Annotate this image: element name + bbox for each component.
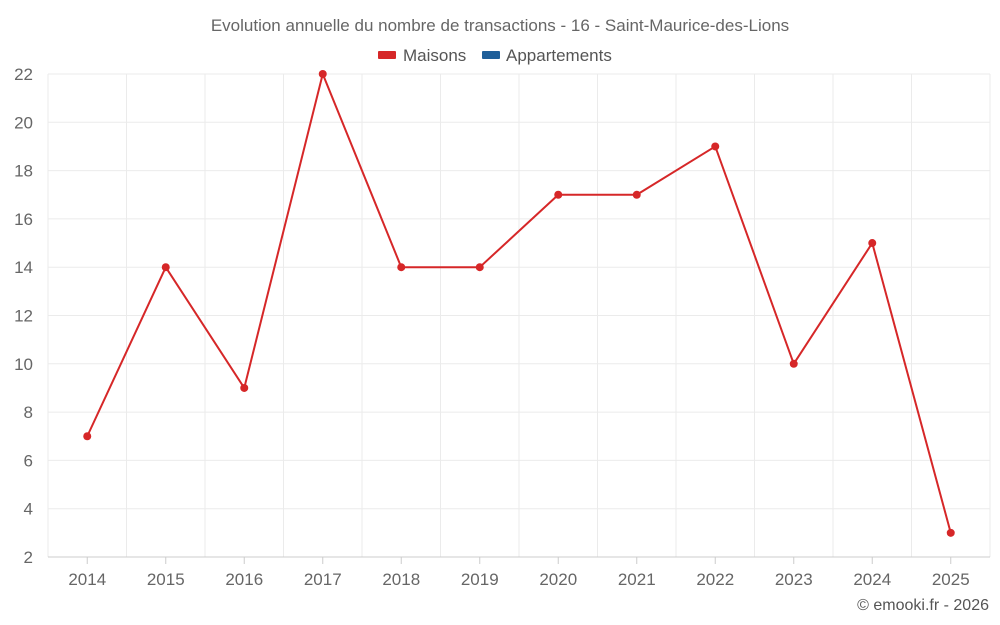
data-point-maisons[interactable] [946,528,955,537]
grid [47,73,991,558]
x-tick-label: 2019 [461,570,499,589]
x-tick-label: 2025 [932,570,970,589]
data-point-maisons[interactable] [397,263,406,272]
x-tick-label: 2024 [853,570,891,589]
legend-swatch-maisons [378,51,396,59]
x-tick-label: 2018 [382,570,420,589]
legend-swatch-appartements [482,51,500,59]
credit-text: © emooki.fr - 2026 [857,597,989,614]
legend-item-maisons[interactable]: Maisons [378,46,466,65]
y-tick-label: 6 [24,451,33,470]
x-tick-label: 2023 [775,570,813,589]
x-tick-label: 2015 [147,570,185,589]
legend: Maisons Appartements [378,46,612,65]
data-point-maisons[interactable] [868,239,877,248]
y-tick-label: 2 [24,548,33,567]
x-tick-label: 2020 [539,570,577,589]
series-maisons [83,70,955,537]
y-tick-label: 10 [14,355,33,374]
data-point-maisons[interactable] [711,142,720,151]
y-tick-label: 22 [14,65,33,84]
legend-item-appartements[interactable]: Appartements [482,46,612,65]
x-tick-label: 2022 [696,570,734,589]
data-point-maisons[interactable] [318,70,327,78]
y-tick-label: 14 [14,258,33,277]
x-tick-label: 2021 [618,570,656,589]
x-tick-label: 2017 [304,570,342,589]
y-tick-label: 4 [24,500,33,519]
chart-title: Evolution annuelle du nombre de transact… [211,16,789,35]
y-tick-label: 18 [14,162,33,181]
x-axis-ticks: 2014 2015 2016 2017 2018 2019 2020 2021 2022 2023… [68,557,970,589]
x-tick-label: 2016 [225,570,263,589]
data-point-maisons[interactable] [475,263,484,272]
y-tick-label: 16 [14,210,33,229]
legend-label-maisons: Maisons [403,46,466,65]
series-line-maisons [86,73,952,534]
data-point-maisons[interactable] [161,263,170,272]
y-tick-label: 12 [14,307,33,326]
legend-label-appartements: Appartements [506,46,612,65]
y-tick-label: 8 [24,403,33,422]
data-point-maisons[interactable] [632,190,641,199]
y-tick-label: 20 [14,113,33,132]
data-point-maisons[interactable] [554,190,563,199]
data-point-maisons[interactable] [240,383,249,392]
y-axis-ticks: 2 4 6 8 10 12 14 16 18 20 22 [14,65,33,567]
data-point-maisons[interactable] [789,359,798,368]
data-point-maisons[interactable] [83,432,92,441]
x-tick-label: 2014 [68,570,106,589]
